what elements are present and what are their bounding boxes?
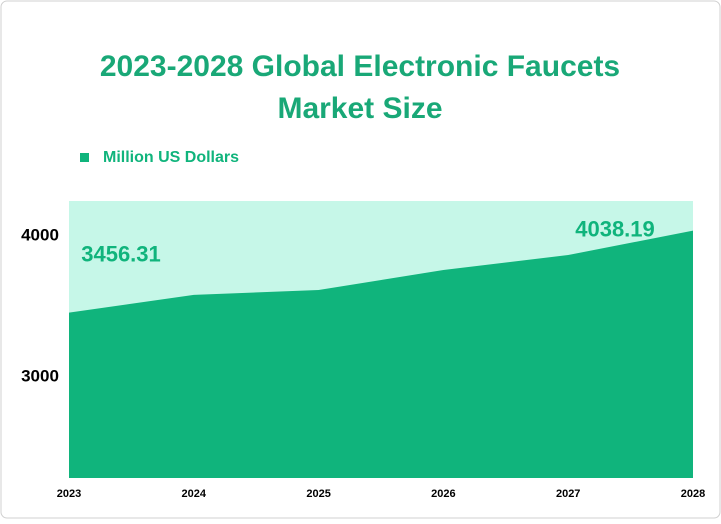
y-tick-label: 4000 [21,225,59,244]
legend-label: Million US Dollars [103,149,239,166]
x-tick-label: 2024 [182,488,207,500]
x-tick-label: 2028 [681,488,705,500]
x-tick-label: 2027 [556,488,580,500]
chart-title: Market Size [277,92,442,125]
area [69,230,693,478]
data-label: 3456.31 [81,241,161,266]
y-tick-label: 3000 [21,367,59,386]
data-label: 4038.19 [575,216,655,241]
chart-title: 2023-2028 Global Electronic Faucets [100,50,620,83]
legend-swatch [80,153,89,162]
x-tick-label: 2026 [431,488,455,500]
x-tick-label: 2025 [306,488,330,500]
x-tick-label: 2023 [57,488,81,500]
